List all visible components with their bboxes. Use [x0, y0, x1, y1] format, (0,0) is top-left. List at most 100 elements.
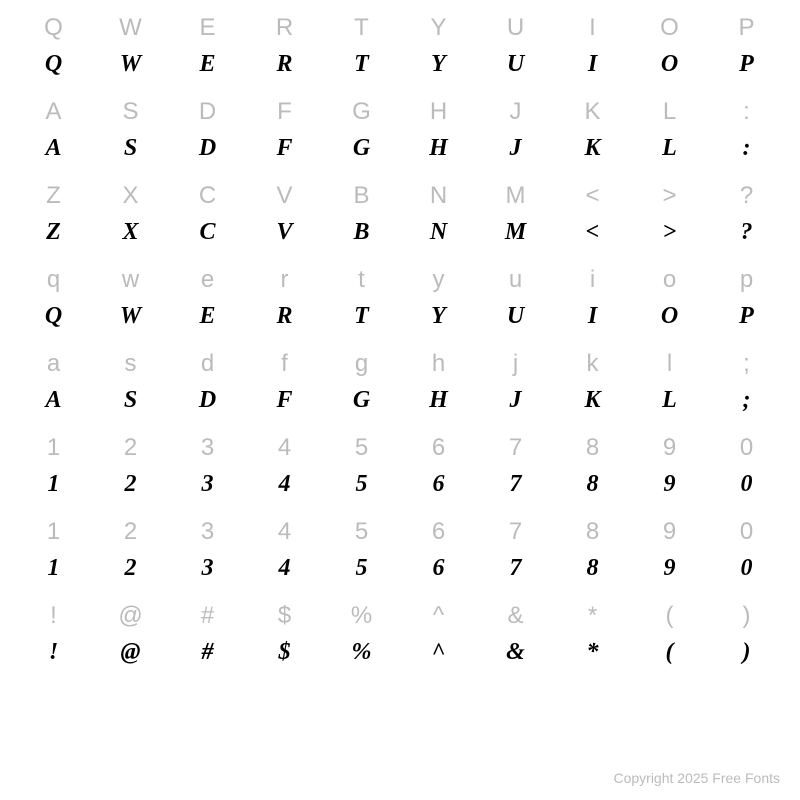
character-map-grid: QWERTYUIOPQWERTYUIOPASDFGHJKL:ASDFGHJKL:… [0, 0, 800, 682]
glyph-row: QWERTYUIOP [15, 46, 785, 82]
key-char: I [554, 10, 631, 46]
key-char: V [246, 178, 323, 214]
glyph-char: T [323, 46, 400, 82]
key-char: 9 [631, 514, 708, 550]
key-char: A [15, 94, 92, 130]
glyph-char: 1 [15, 466, 92, 502]
key-char: O [631, 10, 708, 46]
key-char: 6 [400, 430, 477, 466]
key-char: ? [708, 178, 785, 214]
glyph-char: ! [15, 634, 92, 670]
key-char: g [323, 346, 400, 382]
row-pair: ASDFGHJKL:ASDFGHJKL: [15, 94, 785, 166]
key-char: 3 [169, 514, 246, 550]
glyph-char: G [323, 382, 400, 418]
key-char: W [92, 10, 169, 46]
key-char: s [92, 346, 169, 382]
glyph-char: < [554, 214, 631, 250]
glyph-char: # [169, 634, 246, 670]
glyph-char: T [323, 298, 400, 334]
key-char: Q [15, 10, 92, 46]
key-row: 1234567890 [15, 514, 785, 550]
key-char: o [631, 262, 708, 298]
key-row: !@#$%^&*() [15, 598, 785, 634]
glyph-char: U [477, 298, 554, 334]
key-char: J [477, 94, 554, 130]
key-char: u [477, 262, 554, 298]
key-char: ) [708, 598, 785, 634]
key-char: B [323, 178, 400, 214]
glyph-char: 0 [708, 550, 785, 586]
glyph-char: 6 [400, 466, 477, 502]
key-char: S [92, 94, 169, 130]
glyph-char: 9 [631, 466, 708, 502]
glyph-char: X [92, 214, 169, 250]
glyph-char: S [92, 382, 169, 418]
glyph-char: S [92, 130, 169, 166]
key-row: ZXCVBNM<>? [15, 178, 785, 214]
glyph-char: E [169, 46, 246, 82]
row-pair: qwertyuiopQWERTYUIOP [15, 262, 785, 334]
glyph-char: F [246, 382, 323, 418]
glyph-char: 3 [169, 466, 246, 502]
glyph-char: R [246, 298, 323, 334]
glyph-char: * [554, 634, 631, 670]
glyph-char: 7 [477, 466, 554, 502]
glyph-char: 6 [400, 550, 477, 586]
glyph-char: N [400, 214, 477, 250]
key-char: j [477, 346, 554, 382]
key-char: N [400, 178, 477, 214]
key-char: Z [15, 178, 92, 214]
glyph-char: W [92, 46, 169, 82]
glyph-char: ( [631, 634, 708, 670]
key-char: 2 [92, 514, 169, 550]
key-char: < [554, 178, 631, 214]
row-pair: asdfghjkl;ASDFGHJKL; [15, 346, 785, 418]
key-char: p [708, 262, 785, 298]
key-char: ; [708, 346, 785, 382]
key-char: f [246, 346, 323, 382]
key-char: E [169, 10, 246, 46]
glyph-char: ^ [400, 634, 477, 670]
glyph-char: J [477, 130, 554, 166]
glyph-char: @ [92, 634, 169, 670]
glyph-char: 5 [323, 466, 400, 502]
key-char: w [92, 262, 169, 298]
glyph-char: C [169, 214, 246, 250]
key-char: H [400, 94, 477, 130]
key-char: 1 [15, 514, 92, 550]
key-char: > [631, 178, 708, 214]
key-char: M [477, 178, 554, 214]
key-char: & [477, 598, 554, 634]
glyph-char: W [92, 298, 169, 334]
glyph-char: D [169, 382, 246, 418]
glyph-char: G [323, 130, 400, 166]
glyph-char: 8 [554, 466, 631, 502]
key-char: @ [92, 598, 169, 634]
glyph-char: 8 [554, 550, 631, 586]
glyph-char: Y [400, 46, 477, 82]
glyph-char: D [169, 130, 246, 166]
glyph-char: 4 [246, 550, 323, 586]
key-char: t [323, 262, 400, 298]
row-pair: ZXCVBNM<>?ZXCVBNM<>? [15, 178, 785, 250]
key-char: Y [400, 10, 477, 46]
glyph-char: O [631, 46, 708, 82]
key-char: T [323, 10, 400, 46]
key-char: r [246, 262, 323, 298]
key-char: 7 [477, 514, 554, 550]
row-pair: QWERTYUIOPQWERTYUIOP [15, 10, 785, 82]
key-char: 3 [169, 430, 246, 466]
glyph-char: ; [708, 382, 785, 418]
key-char: 8 [554, 514, 631, 550]
glyph-char: P [708, 298, 785, 334]
glyph-char: 5 [323, 550, 400, 586]
glyph-char: A [15, 382, 92, 418]
glyph-row: 1234567890 [15, 550, 785, 586]
glyph-char: 1 [15, 550, 92, 586]
glyph-char: L [631, 382, 708, 418]
glyph-char: V [246, 214, 323, 250]
glyph-char: ) [708, 634, 785, 670]
glyph-char: Y [400, 298, 477, 334]
row-pair: !@#$%^&*()!@#$%^&*() [15, 598, 785, 670]
